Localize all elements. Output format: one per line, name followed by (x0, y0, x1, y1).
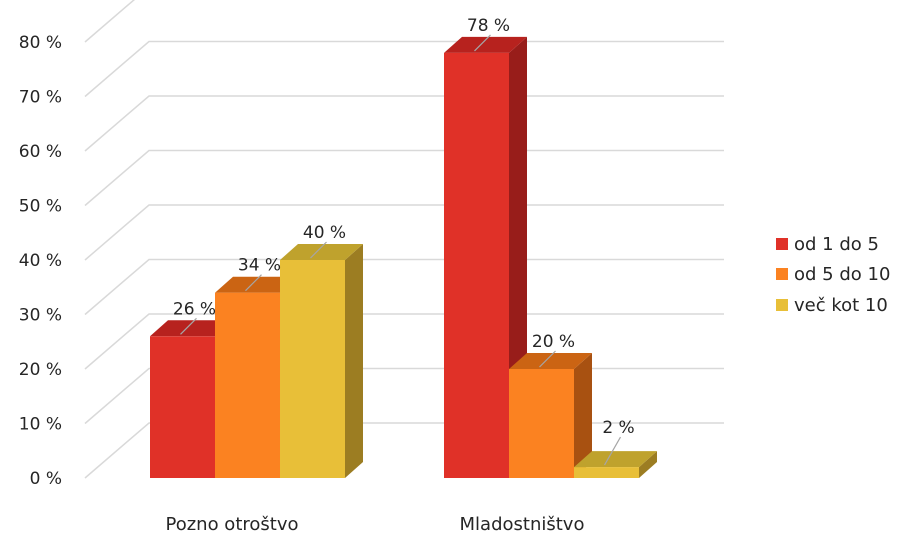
bar-front (215, 292, 280, 478)
bar-top (150, 320, 233, 337)
bar-side (345, 244, 363, 478)
data-label: 20 % (532, 332, 575, 352)
legend-item: od 1 do 5 (776, 234, 879, 255)
bar (509, 353, 592, 478)
x-axis-categories: Pozno otroštvo Mladostništvo (165, 514, 585, 535)
y-tick-label: 10 % (19, 415, 62, 435)
bar-top (509, 353, 592, 369)
data-label: 78 % (467, 16, 510, 36)
data-label: 26 % (173, 299, 216, 319)
y-tick-label: 0 % (30, 469, 62, 489)
bar-front (509, 369, 574, 478)
gridline (84, 149, 724, 207)
data-label: 40 % (303, 223, 346, 243)
bar (574, 451, 657, 478)
bar-side (574, 353, 592, 478)
data-label-leader (603, 436, 622, 466)
data-label-leader (245, 274, 262, 292)
data-labels: 26 % 34 % 40 % 78 % 20 % 2 % (173, 16, 635, 466)
gridline (84, 313, 724, 370)
bars (150, 36, 657, 479)
gridline (84, 40, 724, 98)
bar (280, 244, 363, 478)
y-tick-label: 30 % (19, 306, 62, 326)
legend-label: od 1 do 5 (794, 234, 879, 255)
data-label-leader (310, 241, 327, 259)
bar-top (574, 451, 657, 468)
bar-front (280, 260, 345, 478)
y-tick-label: 50 % (19, 197, 62, 217)
gridline (84, 95, 724, 152)
legend-swatch (776, 299, 788, 311)
data-label-leader (539, 350, 556, 368)
gridline (84, 258, 724, 316)
bar-front (150, 336, 215, 478)
data-label: 34 % (238, 256, 281, 276)
data-label: 2 % (602, 418, 634, 438)
bar-top (280, 244, 363, 260)
legend-label: od 5 do 10 (794, 264, 890, 285)
data-label-leader (180, 317, 197, 335)
y-tick-label: 60 % (19, 142, 62, 162)
x-category-label: Pozno otroštvo (165, 514, 298, 533)
y-tick-label: 80 % (19, 33, 62, 53)
legend-swatch (776, 268, 788, 280)
bar-side (639, 451, 657, 478)
legend-swatch (776, 238, 788, 250)
bar-front (444, 52, 509, 479)
gridline (84, 0, 136, 43)
legend: od 1 do 5 od 5 do 10 več kot 10 (776, 234, 890, 316)
y-tick-label: 20 % (19, 360, 62, 380)
legend-item: več kot 10 (776, 295, 888, 316)
bar-top (215, 276, 298, 293)
gridline (84, 204, 724, 261)
bar-front (574, 467, 639, 478)
data-label-leader (474, 34, 491, 52)
y-tick-label: 40 % (19, 251, 62, 271)
x-category-label: Mladostništvo (460, 514, 585, 533)
legend-item: od 5 do 10 (776, 264, 890, 285)
bar-top (444, 36, 527, 53)
gridlines (84, 0, 724, 479)
y-tick-label: 70 % (19, 88, 62, 108)
legend-label: več kot 10 (794, 295, 888, 316)
y-axis-ticks: 0 % 10 % 20 % 30 % 40 % 50 % 60 % 70 % 80 % (19, 33, 62, 489)
bar (444, 36, 527, 479)
